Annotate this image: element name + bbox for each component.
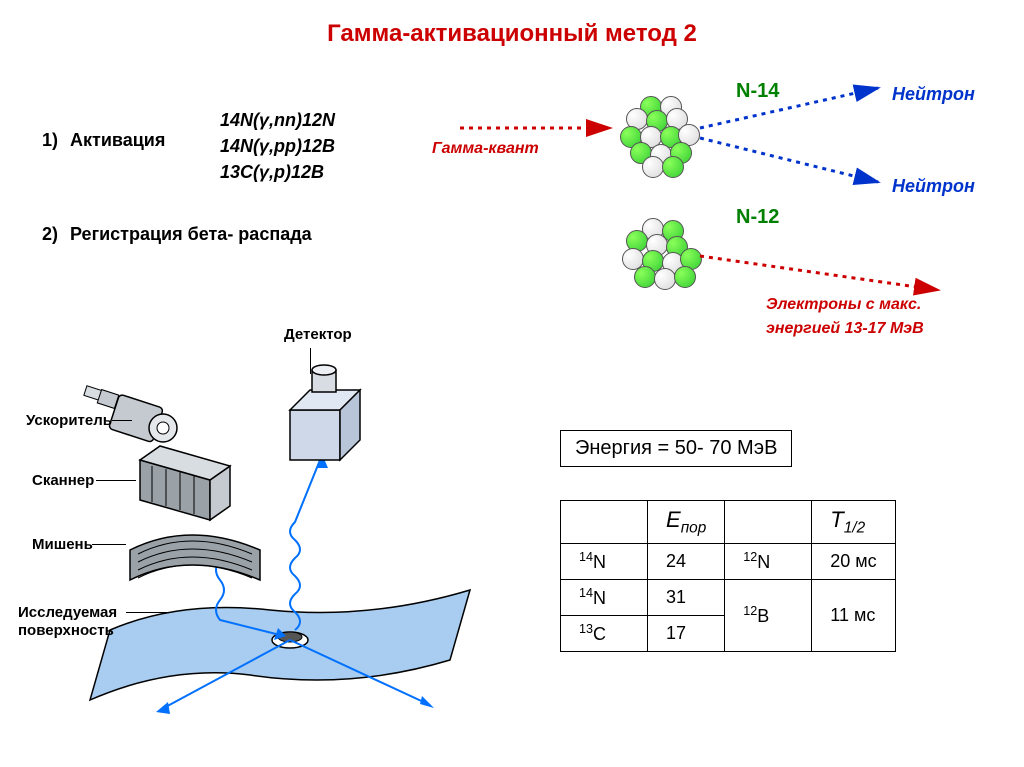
step1-label: Активация <box>70 130 165 151</box>
electrons-label-2: энергией 13-17 МэВ <box>766 320 924 338</box>
neutron-label-1: Нейтрон <box>892 84 975 105</box>
nucleus-n12 <box>620 218 700 298</box>
data-table: Eпор T1/2 14N 24 12N 20 мс 14N 31 12B 11… <box>560 500 896 652</box>
target-label: Мишень <box>32 536 93 553</box>
reaction-1: 14N(γ,nn)12N <box>220 108 335 133</box>
accelerator-label: Ускоритель <box>18 412 112 429</box>
neutron-arrow-2-icon <box>700 130 890 200</box>
step2-label: Регистрация бета- распада <box>70 224 312 245</box>
reaction-3: 13C(γ,p)12B <box>220 160 324 185</box>
step2-number: 2) <box>42 224 58 245</box>
n12-label: N-12 <box>736 206 779 229</box>
gamma-quantum-label: Гамма-квант <box>432 140 539 158</box>
scanner-label: Сканнер <box>32 472 94 489</box>
surface-label-1: Исследуемая <box>18 604 117 621</box>
page-title: Гамма-активационный метод 2 <box>0 0 1024 48</box>
energy-box: Энергия = 50- 70 МэВ <box>560 430 792 467</box>
electron-arrow-icon <box>700 250 950 310</box>
detector-label: Детектор <box>284 326 352 343</box>
apparatus-diagram <box>30 310 520 730</box>
gamma-arrow-icon <box>460 118 620 138</box>
reaction-2: 14N(γ,pp)12B <box>220 134 335 159</box>
surface-label-2: поверхность <box>18 622 114 639</box>
neutron-label-2: Нейтрон <box>892 176 975 197</box>
epor-header: Eпор <box>648 501 725 544</box>
table-row: 14N 31 12B 11 мс <box>561 580 896 616</box>
table-row: 14N 24 12N 20 мс <box>561 544 896 580</box>
nucleus-n14 <box>620 96 700 176</box>
thalf-header: T1/2 <box>812 501 895 544</box>
step1-number: 1) <box>42 130 58 151</box>
table-header-row: Eпор T1/2 <box>561 501 896 544</box>
